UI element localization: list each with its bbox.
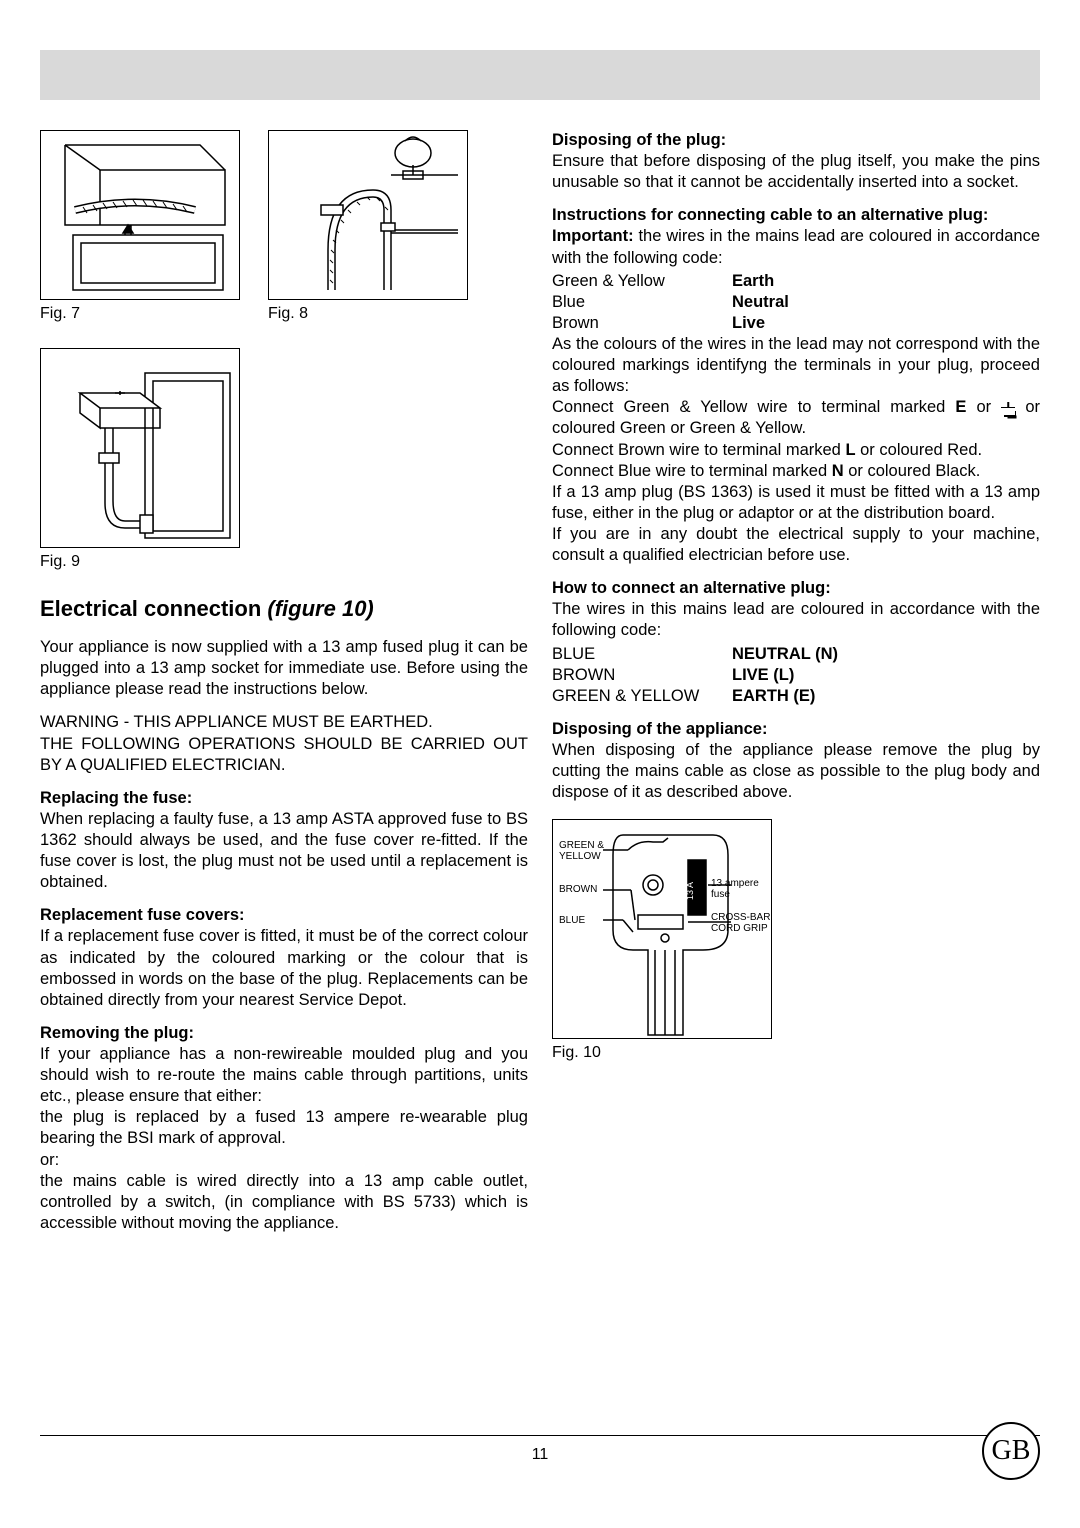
figure-8	[268, 130, 468, 300]
wire-colour: Brown	[552, 313, 732, 334]
connect-brown: Connect Brown wire to terminal marked L …	[552, 440, 1040, 461]
fuse-13a-label: 13 A	[685, 882, 695, 900]
disposing-appliance-heading: Disposing of the appliance:	[552, 719, 1040, 740]
table-row: BLUENEUTRAL (N)	[552, 644, 1040, 665]
instructions-heading: Instructions for connecting cable to an …	[552, 205, 1040, 226]
connect-blue: Connect Blue wire to terminal marked N o…	[552, 461, 1040, 482]
doubt-paragraph: If you are in any doubt the electrical s…	[552, 524, 1040, 566]
terminal-n: N	[832, 462, 844, 480]
table-row: BROWNLIVE (L)	[552, 665, 1040, 686]
figure-9-svg	[45, 353, 235, 543]
wire-terminal: Earth	[732, 271, 774, 292]
figure-10-block: 13 A GREEN & YELLOW BROWN BLUE 13 ampere…	[552, 819, 1040, 1063]
figure-row: Fig. 7	[40, 130, 528, 324]
left-column: Fig. 7	[40, 130, 528, 1234]
gb-badge: GB	[982, 1422, 1040, 1480]
figure-10: 13 A GREEN & YELLOW BROWN BLUE 13 ampere…	[552, 819, 772, 1039]
header-bar	[40, 50, 1040, 100]
wire-colour: BROWN	[552, 665, 732, 686]
figure-9	[40, 348, 240, 548]
fig10-label-fuse: 13 ampere fuse	[711, 878, 771, 900]
removing-plug-or: or:	[40, 1150, 528, 1171]
earth-icon	[1001, 402, 1015, 414]
amp-paragraph: If a 13 amp plug (BS 1363) is used it mu…	[552, 482, 1040, 524]
replacing-fuse-text: When replacing a faulty fuse, a 13 amp A…	[40, 809, 528, 893]
fig10-label-gy: GREEN & YELLOW	[559, 840, 604, 862]
wire-terminal: EARTH (E)	[732, 686, 815, 707]
table-row: Green & YellowEarth	[552, 271, 1040, 292]
terminal-l: L	[845, 441, 855, 459]
table-row: GREEN & YELLOWEARTH (E)	[552, 686, 1040, 707]
table-row: BlueNeutral	[552, 292, 1040, 313]
table-row: BrownLive	[552, 313, 1040, 334]
wire-terminal: Neutral	[732, 292, 789, 313]
right-column: Disposing of the plug: Ensure that befor…	[552, 130, 1040, 1234]
replacement-covers-heading: Replacement fuse covers:	[40, 905, 528, 926]
figure-7-block: Fig. 7	[40, 130, 240, 324]
wire-colour: BLUE	[552, 644, 732, 665]
text: or coloured Black.	[844, 462, 981, 480]
removing-plug-p1: If your appliance has a non-rewireable m…	[40, 1044, 528, 1107]
text: Connect Brown wire to terminal marked	[552, 441, 845, 459]
removing-plug-p2: the plug is replaced by a fused 13 amper…	[40, 1107, 528, 1149]
text: or coloured Red.	[856, 441, 983, 459]
fig10-label-blue: BLUE	[559, 915, 585, 926]
wire-colour-table-2: BLUENEUTRAL (N) BROWNLIVE (L) GREEN & YE…	[552, 644, 1040, 707]
heading-figure-ref: (figure 10)	[267, 596, 373, 621]
wire-colour-table-1: Green & YellowEarth BlueNeutral BrownLiv…	[552, 271, 1040, 334]
figure-9-block: Fig. 9	[40, 348, 528, 572]
warning-line-2: THE FOLLOWING OPERATIONS SHOULD BE CARRI…	[40, 734, 528, 776]
figure-10-caption: Fig. 10	[552, 1043, 1040, 1063]
text: Connect Green & Yellow wire to terminal …	[552, 398, 955, 416]
colours-paragraph: As the colours of the wires in the lead …	[552, 334, 1040, 397]
wire-colour: GREEN & YELLOW	[552, 686, 732, 707]
page-content: Fig. 7	[40, 130, 1040, 1234]
figure-8-svg	[273, 135, 463, 295]
wire-terminal: Live	[732, 313, 765, 334]
figure-8-caption: Fig. 8	[268, 304, 468, 324]
text: Connect Blue wire to terminal marked	[552, 462, 832, 480]
wire-terminal: NEUTRAL (N)	[732, 644, 838, 665]
heading-text: Electrical connection	[40, 596, 267, 621]
important-paragraph: Important: the wires in the mains lead a…	[552, 226, 1040, 268]
disposing-plug-text: Ensure that before disposing of the plug…	[552, 151, 1040, 193]
important-label: Important:	[552, 227, 634, 245]
intro-paragraph: Your appliance is now supplied with a 13…	[40, 637, 528, 700]
figure-7-caption: Fig. 7	[40, 304, 240, 324]
wire-colour: Blue	[552, 292, 732, 313]
connect-gy: Connect Green & Yellow wire to terminal …	[552, 397, 1040, 439]
replacing-fuse-heading: Replacing the fuse:	[40, 788, 528, 809]
page-number: 11	[0, 1446, 1080, 1464]
figure-8-block: Fig. 8	[268, 130, 468, 324]
removing-plug-heading: Removing the plug:	[40, 1023, 528, 1044]
how-connect-heading: How to connect an alternative plug:	[552, 578, 1040, 599]
fig10-label-brown: BROWN	[559, 884, 597, 895]
figure-7-svg	[45, 135, 235, 295]
removing-plug-p3: the mains cable is wired directly into a…	[40, 1171, 528, 1234]
disposing-appliance-text: When disposing of the appliance please r…	[552, 740, 1040, 803]
wire-colour: Green & Yellow	[552, 271, 732, 292]
footer-rule	[40, 1435, 1040, 1436]
warning-line-1: WARNING - THIS APPLIANCE MUST BE EARTHED…	[40, 712, 528, 733]
figure-7	[40, 130, 240, 300]
wire-terminal: LIVE (L)	[732, 665, 794, 686]
text: or	[966, 398, 1001, 416]
replacement-covers-text: If a replacement fuse cover is fitted, i…	[40, 926, 528, 1010]
electrical-connection-heading: Electrical connection (figure 10)	[40, 595, 528, 623]
disposing-plug-heading: Disposing of the plug:	[552, 130, 1040, 151]
gb-label: GB	[992, 1435, 1031, 1467]
how-connect-text: The wires in this mains lead are coloure…	[552, 599, 1040, 641]
fig10-label-grip: CROSS-BAR CORD GRIP	[711, 912, 770, 934]
terminal-e: E	[955, 398, 966, 416]
figure-9-caption: Fig. 9	[40, 552, 528, 572]
